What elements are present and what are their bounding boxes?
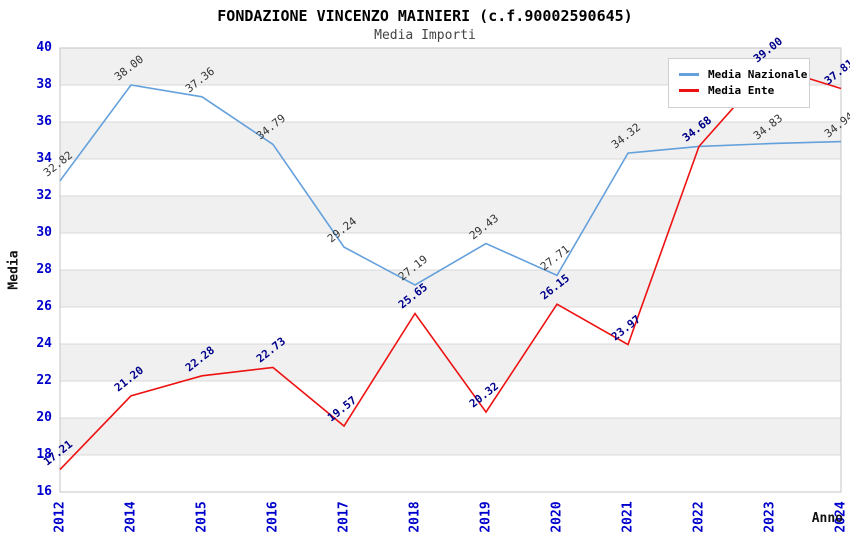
x-tick-label: 2020 bbox=[549, 501, 565, 533]
x-tick-label: 2021 bbox=[620, 501, 636, 533]
plot-band bbox=[60, 122, 841, 159]
y-tick-label: 28 bbox=[36, 262, 52, 277]
y-tick-label: 20 bbox=[36, 410, 52, 425]
y-tick-label: 26 bbox=[36, 299, 52, 314]
y-tick-label: 38 bbox=[36, 77, 52, 92]
x-tick-label: 2016 bbox=[265, 501, 281, 533]
x-tick-label: 2014 bbox=[123, 501, 139, 533]
y-tick-label: 40 bbox=[36, 40, 52, 55]
series-line-media-ente bbox=[59, 65, 842, 471]
y-tick-label: 18 bbox=[36, 447, 52, 462]
line-sample-icon bbox=[679, 89, 699, 92]
y-tick-label: 36 bbox=[36, 114, 52, 129]
y-tick-label: 24 bbox=[36, 336, 52, 351]
y-tick-label: 22 bbox=[36, 373, 52, 388]
x-tick-label: 2018 bbox=[407, 501, 423, 533]
x-tick-label: 2012 bbox=[52, 501, 68, 533]
y-tick-label: 30 bbox=[36, 225, 52, 240]
x-tick-label: 2017 bbox=[336, 501, 352, 533]
legend-label: Media Nazionale bbox=[708, 68, 808, 81]
plot-band bbox=[60, 270, 841, 307]
plot-band bbox=[60, 196, 841, 233]
x-tick-label: 2023 bbox=[762, 501, 778, 533]
y-tick-label: 32 bbox=[36, 188, 52, 203]
legend-item-media-ente: Media Ente bbox=[679, 84, 799, 97]
x-tick-label: 2015 bbox=[194, 501, 210, 533]
y-tick-label: 34 bbox=[36, 151, 52, 166]
chart-subtitle: Media Importi bbox=[374, 28, 476, 43]
y-tick-label: 16 bbox=[36, 484, 52, 499]
chart-title: FONDAZIONE VINCENZO MAINIERI (c.f.900025… bbox=[217, 7, 633, 25]
legend-box: Media Nazionale Media Ente bbox=[668, 58, 810, 108]
plot-border bbox=[59, 47, 842, 493]
series-line-media-nazionale bbox=[59, 84, 842, 286]
x-axis-title: Anno bbox=[811, 511, 843, 526]
legend-label: Media Ente bbox=[708, 84, 775, 97]
x-tick-label: 2019 bbox=[478, 501, 494, 533]
x-tick-label: 2022 bbox=[691, 501, 707, 533]
line-sample-icon bbox=[679, 73, 699, 76]
plot-band bbox=[60, 418, 841, 455]
legend-item-media-nazionale: Media Nazionale bbox=[679, 68, 807, 81]
